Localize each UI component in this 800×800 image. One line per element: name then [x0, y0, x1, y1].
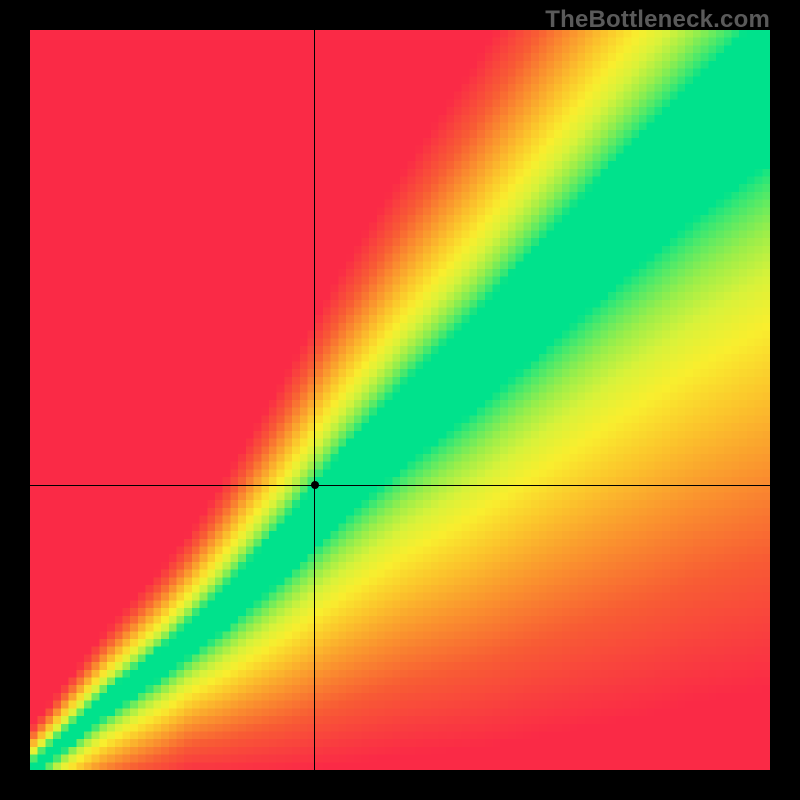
bottleneck-heatmap — [30, 30, 770, 770]
crosshair-vertical — [314, 30, 315, 770]
selection-marker-dot — [311, 481, 319, 489]
watermark-text: TheBottleneck.com — [545, 6, 770, 34]
crosshair-horizontal — [30, 485, 770, 486]
